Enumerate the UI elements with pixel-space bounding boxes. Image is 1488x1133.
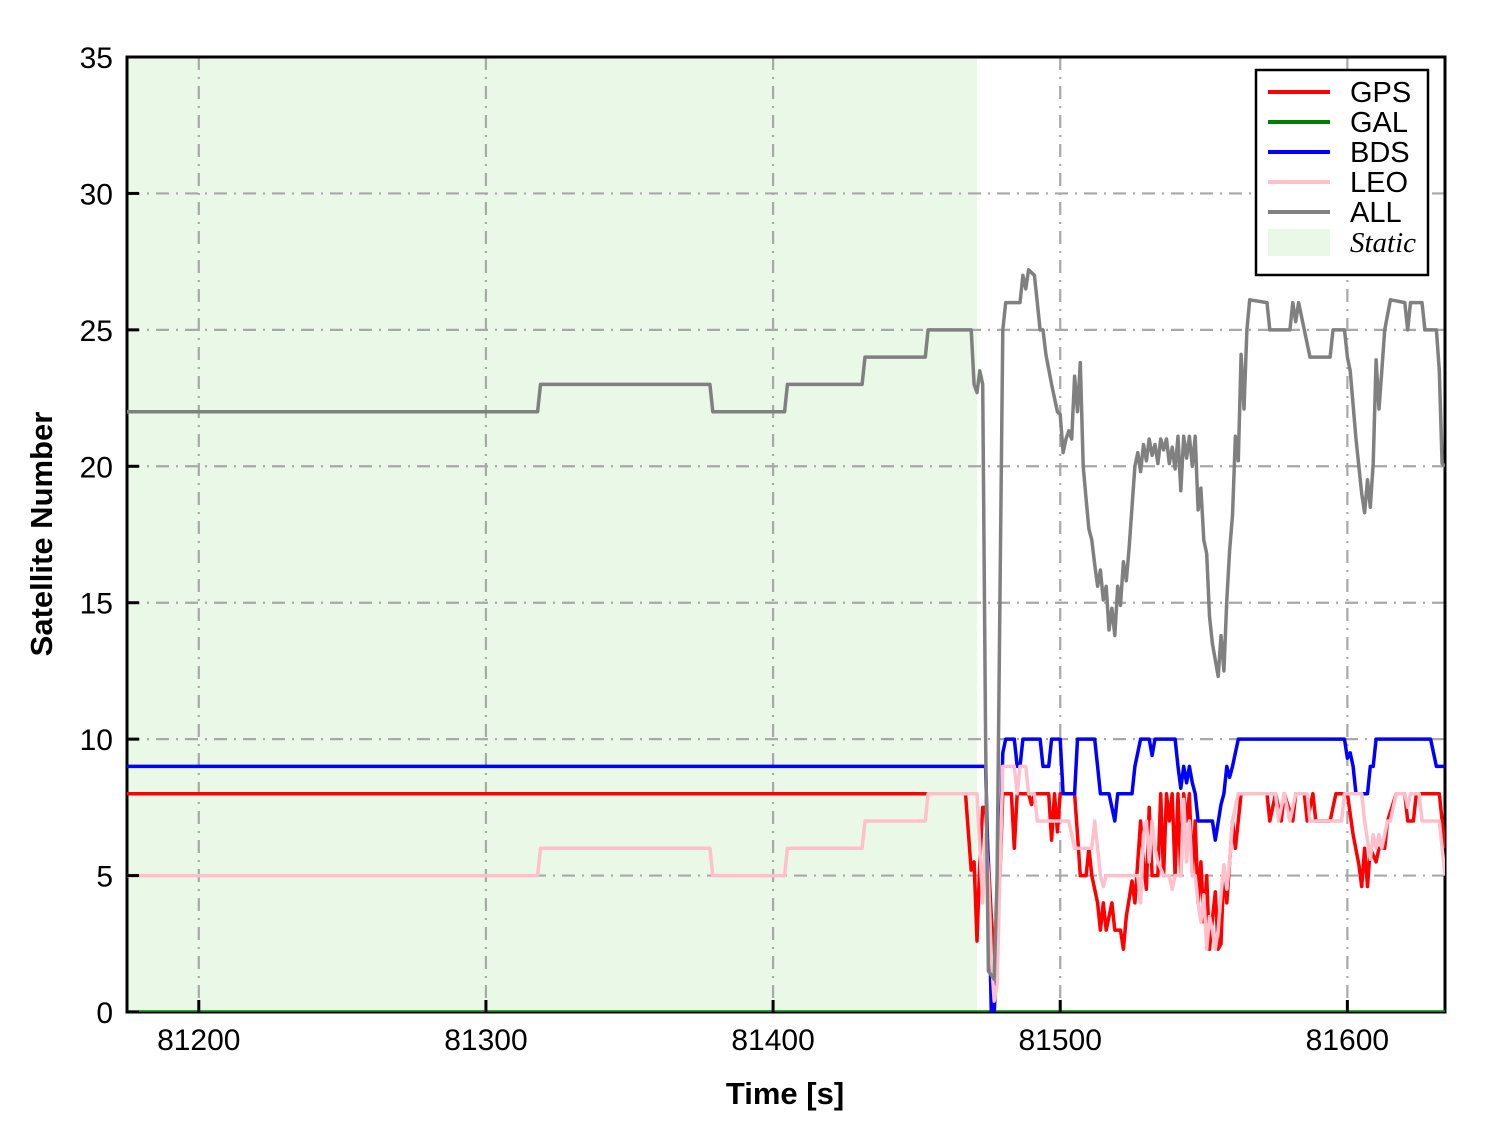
y-tick-label: 30 xyxy=(80,178,113,211)
y-tick-label: 20 xyxy=(80,451,113,484)
x-tick-label: 81400 xyxy=(731,1024,814,1057)
legend-label-all: ALL xyxy=(1350,197,1402,229)
y-tick-label: 25 xyxy=(80,315,113,348)
bds-line xyxy=(127,737,1445,1012)
x-tick-label: 81600 xyxy=(1306,1024,1389,1057)
legend-label-leo: LEO xyxy=(1350,167,1408,199)
y-axis-label: Satellite Number xyxy=(24,412,59,657)
y-tick-label: 35 xyxy=(80,42,113,75)
legend-label-static: Static xyxy=(1350,227,1416,259)
x-tick-label: 81300 xyxy=(444,1024,527,1057)
x-axis-label: Time [s] xyxy=(726,1076,844,1111)
y-tick-label: 10 xyxy=(80,724,113,757)
x-tick-label: 81200 xyxy=(157,1024,240,1057)
legend-label-bds: BDS xyxy=(1350,137,1410,169)
leo-line xyxy=(127,764,1445,1003)
static-region xyxy=(127,57,977,1012)
y-tick-label: 15 xyxy=(80,588,113,621)
tick-layer: 81200 81300 81400 81500 81600 0 5 10 15 20 25 30 35 xyxy=(80,42,1389,1057)
series-layer xyxy=(127,268,1445,1012)
legend-label-gal: GAL xyxy=(1350,107,1408,139)
static-region-layer xyxy=(127,57,977,1012)
legend-sample-static xyxy=(1268,229,1330,256)
x-tick-label: 81500 xyxy=(1019,1024,1102,1057)
all-line xyxy=(127,268,1445,982)
y-tick-label: 5 xyxy=(96,861,113,894)
y-tick-label: 0 xyxy=(96,997,113,1030)
legend-label-gps: GPS xyxy=(1350,77,1411,109)
